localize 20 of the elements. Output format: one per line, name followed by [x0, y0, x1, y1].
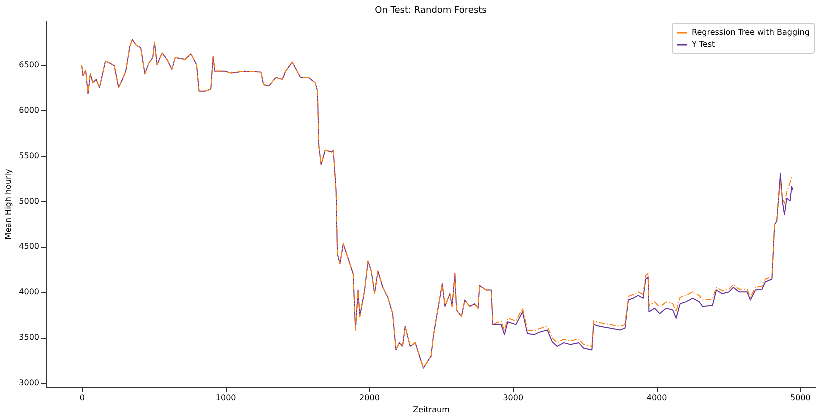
legend-label: Y Test: [691, 40, 716, 49]
y-tick-label: 3000: [19, 378, 40, 388]
chart-title: On Test: Random Forests: [375, 6, 488, 16]
x-tick-label: 5000: [790, 394, 811, 402]
x-axis-title: Zeitraum: [413, 406, 450, 413]
y-tick-label: 5000: [19, 196, 40, 206]
x-tick-label: 4000: [646, 394, 668, 402]
x-tick-label: 1000: [216, 394, 236, 402]
x-tick-label: 3000: [503, 394, 524, 402]
x-tick-label: 2000: [360, 394, 380, 402]
y-axis-title: Mean High hourly: [4, 168, 14, 240]
y-tick-label: 4500: [19, 242, 40, 252]
y-tick-label: 4000: [19, 288, 40, 297]
line-series: [81, 39, 794, 369]
y-tick-label: 6000: [19, 106, 40, 115]
y-tick-label: 5500: [19, 151, 40, 160]
legend-label: Regression Tree with Bagging: [692, 28, 810, 37]
y-tick-label: 3500: [19, 333, 40, 342]
x-tick-label: 0: [80, 394, 85, 402]
y-tick-label: 6500: [19, 60, 40, 70]
